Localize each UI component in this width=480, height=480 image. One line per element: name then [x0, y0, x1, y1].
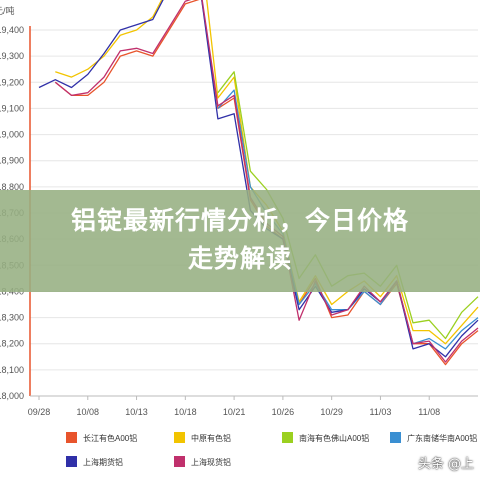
legend-swatch — [390, 432, 401, 443]
y-tick-label: 18,200 — [0, 339, 24, 349]
legend-swatch — [66, 456, 77, 467]
banner-title-line2: 走势解读 — [187, 244, 292, 273]
legend-swatch — [174, 456, 185, 467]
x-tick-label: 10/26 — [272, 407, 295, 417]
x-tick-label: 10/21 — [223, 407, 246, 417]
legend-swatch — [66, 432, 77, 443]
banner-title: 铝锭最新行情分析，今日价格 走势解读 — [0, 202, 480, 278]
legend-label: 上海现货铝 — [191, 457, 231, 467]
series-line-5 — [38, 0, 479, 358]
x-tick-label: 10/13 — [125, 407, 148, 417]
y-axis-label: 元/吨 — [0, 5, 15, 16]
x-tick-label: 11/03 — [370, 407, 392, 417]
y-tick-label: 19,000 — [0, 130, 24, 140]
x-tick-label: 11/08 — [418, 407, 440, 417]
y-tick-label: 18,100 — [0, 365, 24, 375]
y-tick-label: 19,300 — [0, 51, 24, 61]
y-tick-label: 19,200 — [0, 77, 24, 87]
x-tick-label: 10/18 — [174, 407, 197, 417]
y-tick-label: 18,000 — [0, 391, 24, 401]
x-tick-label: 10/29 — [320, 407, 343, 417]
watermark-text: 头条 @上 — [417, 457, 474, 472]
y-tick-label: 18,300 — [0, 313, 24, 323]
y-tick-label: 18,900 — [0, 156, 24, 166]
series-line-6 — [54, 0, 479, 363]
legend-label: 上海期货铝 — [83, 457, 123, 467]
x-tick-label: 09/28 — [28, 407, 51, 417]
y-tick-label: 19,100 — [0, 103, 24, 113]
legend-label: 中原有色铝 — [191, 433, 231, 443]
legend-swatch — [174, 432, 185, 443]
legend-label: 长江有色A00铝 — [83, 433, 137, 443]
series-line-2 — [55, 0, 479, 345]
legend-label: 广东南储华南A00铝 — [407, 433, 477, 443]
x-tick-label: 10/08 — [77, 407, 100, 417]
y-tick-label: 19,400 — [0, 25, 24, 35]
legend-label: 南海有色佛山A00铝 — [299, 433, 369, 443]
title-banner — [0, 190, 480, 292]
banner-title-line1: 铝锭最新行情分析，今日价格 — [70, 206, 409, 235]
y-tick-label: 18,800 — [0, 182, 24, 192]
legend-swatch — [282, 432, 293, 443]
